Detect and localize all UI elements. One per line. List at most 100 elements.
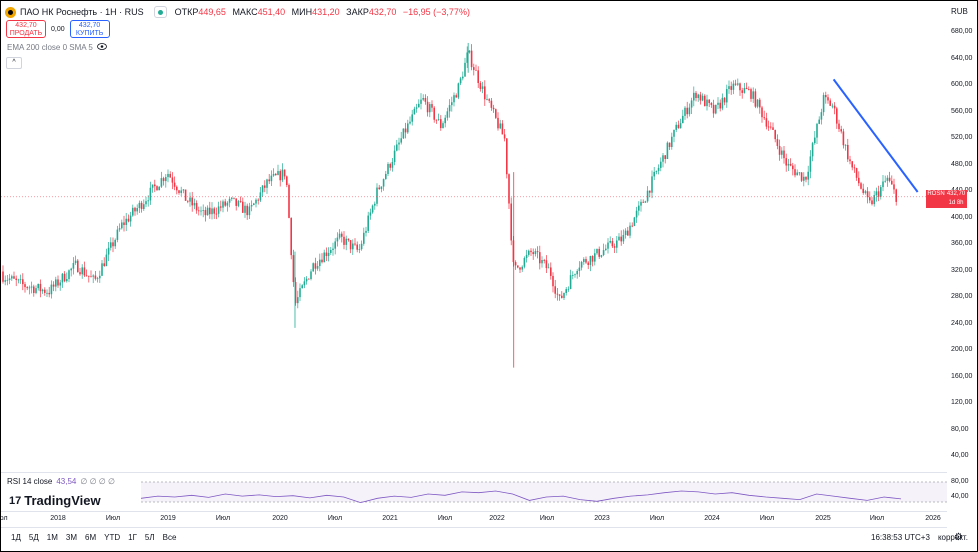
range-1m[interactable]: 1М (46, 533, 58, 542)
candle-body (169, 173, 171, 178)
candle-body (510, 203, 512, 241)
candle-body (627, 230, 629, 236)
candle-body (825, 95, 827, 98)
price-axis-tick: 560,00 (951, 107, 973, 115)
candle-body (539, 252, 541, 264)
candle-body (818, 119, 820, 124)
candle-body (400, 138, 402, 143)
candle-body (761, 107, 763, 118)
candle-body (842, 131, 845, 146)
candle-body (226, 202, 229, 206)
candle-body (679, 123, 682, 129)
candle-body (847, 144, 849, 160)
candle-body (598, 248, 600, 257)
tradingview-logo[interactable]: 17 TradingView (9, 493, 101, 508)
candle-body (213, 208, 215, 214)
rsi-chart[interactable] (1, 475, 947, 509)
range-3m[interactable]: 3М (65, 533, 77, 542)
rsi-level-high: 80,00 (951, 478, 969, 485)
buy-button[interactable]: 432,70 КУПИТЬ (69, 20, 110, 38)
candle-body (785, 158, 787, 166)
candle-body (715, 104, 717, 114)
candle-body (354, 243, 356, 245)
candle-body (147, 200, 149, 202)
candle-body (844, 144, 847, 146)
price-axis-tick: 640,00 (951, 54, 973, 62)
candle-body (602, 250, 605, 256)
candle-body (257, 199, 259, 201)
candle-body (783, 150, 785, 159)
candle-body (167, 173, 169, 178)
market-status[interactable] (153, 6, 167, 18)
candle-body (63, 273, 66, 282)
candle-body (778, 145, 781, 155)
candle-body (545, 260, 548, 269)
candle-body (334, 241, 336, 249)
candle-body (385, 173, 387, 180)
trend-line[interactable] (832, 78, 919, 193)
candle-body (189, 197, 191, 202)
candle-body (129, 215, 132, 222)
pane-separator[interactable] (1, 472, 947, 473)
candle-body (541, 260, 543, 264)
rsi-value: 43,54 (56, 477, 77, 486)
adjustment-mode[interactable]: коррект. (937, 533, 968, 542)
candle-body (794, 169, 796, 176)
candle-body (763, 117, 765, 119)
rsi-level-low: 40,00 (951, 493, 969, 500)
candle-body (488, 99, 490, 101)
time-axis-tick: 2023 (594, 515, 610, 522)
clock[interactable]: 16:38:53 UTC+3 (871, 533, 930, 542)
candle-body (46, 292, 48, 294)
rsi-legend[interactable]: RSI 14 close 43,54 ∅ ∅ ∅ ∅ (7, 477, 115, 486)
range-ytd[interactable]: YTD (104, 533, 121, 542)
candle-body (550, 267, 552, 276)
range-6m[interactable]: 6М (85, 533, 97, 542)
candle-body (292, 255, 295, 283)
candle-body (171, 177, 174, 183)
sell-button[interactable]: 432,70 ПРОДАТЬ (6, 20, 46, 38)
range-5y[interactable]: 5Л (144, 533, 155, 542)
candle-body (444, 117, 446, 124)
candle-body (374, 203, 376, 206)
candle-body (616, 240, 618, 248)
gear-icon[interactable]: ⚙ (954, 532, 963, 543)
candle-body (721, 97, 724, 109)
candle-body (358, 249, 361, 250)
currency-label[interactable]: RUB (951, 7, 968, 16)
candle-body (442, 123, 444, 129)
candle-body (530, 250, 532, 253)
candle-body (77, 260, 79, 273)
candle-body (688, 107, 691, 115)
range-all[interactable]: Все (162, 533, 177, 542)
candle-body (409, 121, 411, 124)
candle-body (250, 204, 253, 207)
range-1y[interactable]: 1Г (128, 533, 137, 542)
candle-body (596, 248, 598, 254)
candle-body (90, 276, 92, 278)
candle-body (193, 203, 196, 206)
range-5d[interactable]: 5Д (28, 533, 39, 542)
candle-body (772, 127, 774, 130)
eye-icon[interactable] (96, 43, 107, 52)
candle-body (398, 142, 400, 145)
symbol-title[interactable]: ПАО НК Роснефть · 1Н · RUS (20, 7, 144, 17)
candle-body (611, 240, 614, 247)
candle-body (776, 139, 779, 146)
price-chart[interactable] (1, 1, 947, 471)
candle-body (321, 259, 323, 263)
candle-body (154, 184, 156, 187)
candle-body (123, 222, 125, 225)
candle-body (565, 289, 567, 293)
range-1d[interactable]: 1Д (11, 533, 21, 542)
collapse-legend-button[interactable]: ^ (6, 57, 22, 69)
candle-body (552, 275, 554, 287)
candle-body (503, 134, 506, 139)
candle-body (310, 271, 312, 279)
candle-body (389, 163, 391, 168)
candle-body (191, 197, 193, 206)
candle-body (858, 177, 860, 184)
ema-indicator-legend[interactable]: EMA 200 close 0 SMA 5 (7, 43, 107, 52)
candle-body (83, 267, 86, 276)
price-axis-tick: 600,00 (951, 81, 973, 88)
